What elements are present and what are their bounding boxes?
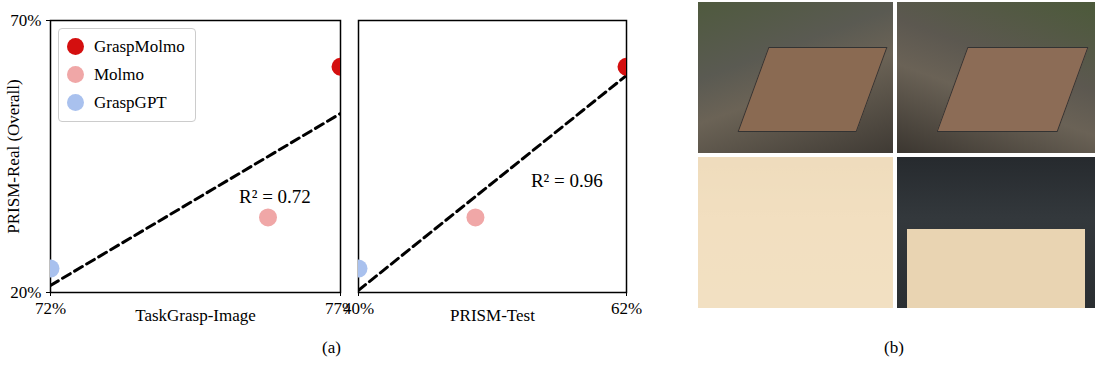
svg-text:PRISM-Test: PRISM-Test xyxy=(450,306,535,325)
html-text:(a): (a) xyxy=(322,338,341,357)
html-text:(b): (b) xyxy=(884,338,904,357)
html-text:Molmo: Molmo xyxy=(94,65,145,84)
html-text:GraspGPT: GraspGPT xyxy=(94,93,167,112)
svg-text:TaskGrasp-Image: TaskGrasp-Image xyxy=(135,306,256,325)
svg-text:72%: 72% xyxy=(35,299,66,318)
svg-text:20%: 20% xyxy=(10,282,42,302)
html-text:GraspMolmo: GraspMolmo xyxy=(94,37,185,56)
svg-text:R² = 0.96: R² = 0.96 xyxy=(531,170,603,191)
svg-text:R² = 0.72: R² = 0.72 xyxy=(239,186,311,207)
svg-text:PRISM-Real (Overall): PRISM-Real (Overall) xyxy=(4,79,23,233)
svg-text:40%: 40% xyxy=(343,299,374,318)
svg-text:62%: 62% xyxy=(611,299,642,318)
svg-text:70%: 70% xyxy=(10,11,41,30)
svg-text:77%: 77% xyxy=(324,298,357,318)
